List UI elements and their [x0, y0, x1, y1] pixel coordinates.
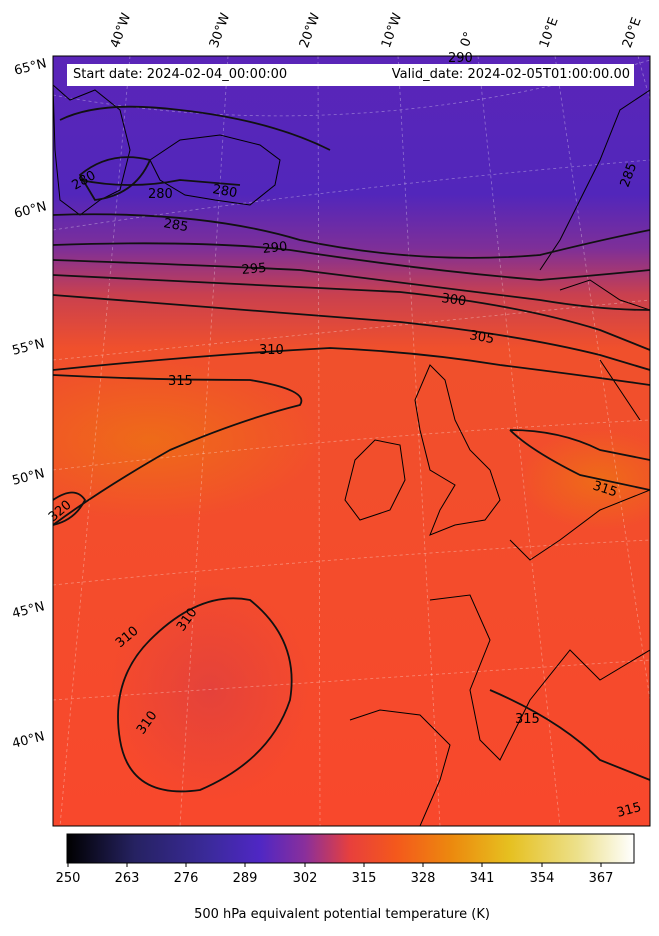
contour-label-295: 295 — [241, 261, 267, 278]
contour-295 — [53, 259, 650, 311]
contour-label-315: 315 — [615, 800, 643, 821]
contour-label-315: 315 — [591, 479, 619, 501]
contour-280 — [59, 105, 331, 186]
contour-315-south — [489, 689, 650, 781]
contour-300 — [53, 274, 650, 351]
contour-label-285: 285 — [162, 216, 189, 235]
contour-label-290: 290 — [448, 51, 473, 66]
contour-290 — [53, 242, 650, 281]
contour-label-310: 310 — [259, 343, 284, 358]
colorbar-tick-label: 328 — [410, 871, 436, 886]
iceland-coast — [149, 134, 281, 206]
colorbar-tick-label: 302 — [292, 871, 318, 886]
contour-lines — [53, 105, 650, 793]
map-frame — [52, 55, 651, 827]
contour-label-300: 300 — [440, 291, 467, 309]
contour-310 — [53, 347, 650, 386]
coastlines — [53, 84, 650, 826]
scandinavia-coast — [539, 89, 650, 421]
contour-label-280: 280 — [211, 182, 238, 201]
contour-310-loop — [117, 597, 293, 793]
colorbar-tick-label: 354 — [529, 871, 555, 886]
colorbar-label: 500 hPa equivalent potential temperature… — [194, 907, 490, 922]
colorbar-tick-label: 341 — [469, 871, 495, 886]
start-date-label: Start date: 2024-02-04_00:00:00 — [73, 67, 288, 82]
contour-label-305: 305 — [468, 328, 495, 347]
colorbar-tick-label: 367 — [588, 871, 614, 886]
contour-label-280: 280 — [148, 187, 173, 202]
contour-label-290: 290 — [262, 239, 288, 257]
colorbar-tick-label: 250 — [55, 871, 81, 886]
contour-320 — [53, 491, 87, 526]
colorbar-tick-label: 315 — [351, 871, 377, 886]
colorbar-ticks-marks — [67, 863, 602, 867]
greenland-coast — [53, 84, 131, 216]
contour-315-tongue — [53, 374, 303, 526]
contour-285 — [53, 213, 650, 259]
colorbar-tick-label: 263 — [114, 871, 140, 886]
date-info-box: Start date: 2024-02-04_00:00:00 Valid_da… — [67, 64, 634, 86]
contour-label-315: 315 — [168, 374, 193, 389]
contour-label-315: 315 — [515, 712, 540, 727]
contour-280-small — [78, 156, 152, 201]
uk-coast — [414, 364, 501, 536]
contour-305 — [53, 294, 650, 371]
colorbar — [66, 833, 635, 864]
ireland-coast — [344, 439, 406, 521]
colorbar-tick-label: 276 — [173, 871, 199, 886]
contour-315-east — [509, 429, 650, 491]
temperature-field — [53, 56, 650, 826]
colorbar-tick-label: 289 — [232, 871, 258, 886]
europe-coast — [349, 489, 650, 826]
valid-date-label: Valid_date: 2024-02-05T01:00:00.00 — [391, 67, 630, 82]
